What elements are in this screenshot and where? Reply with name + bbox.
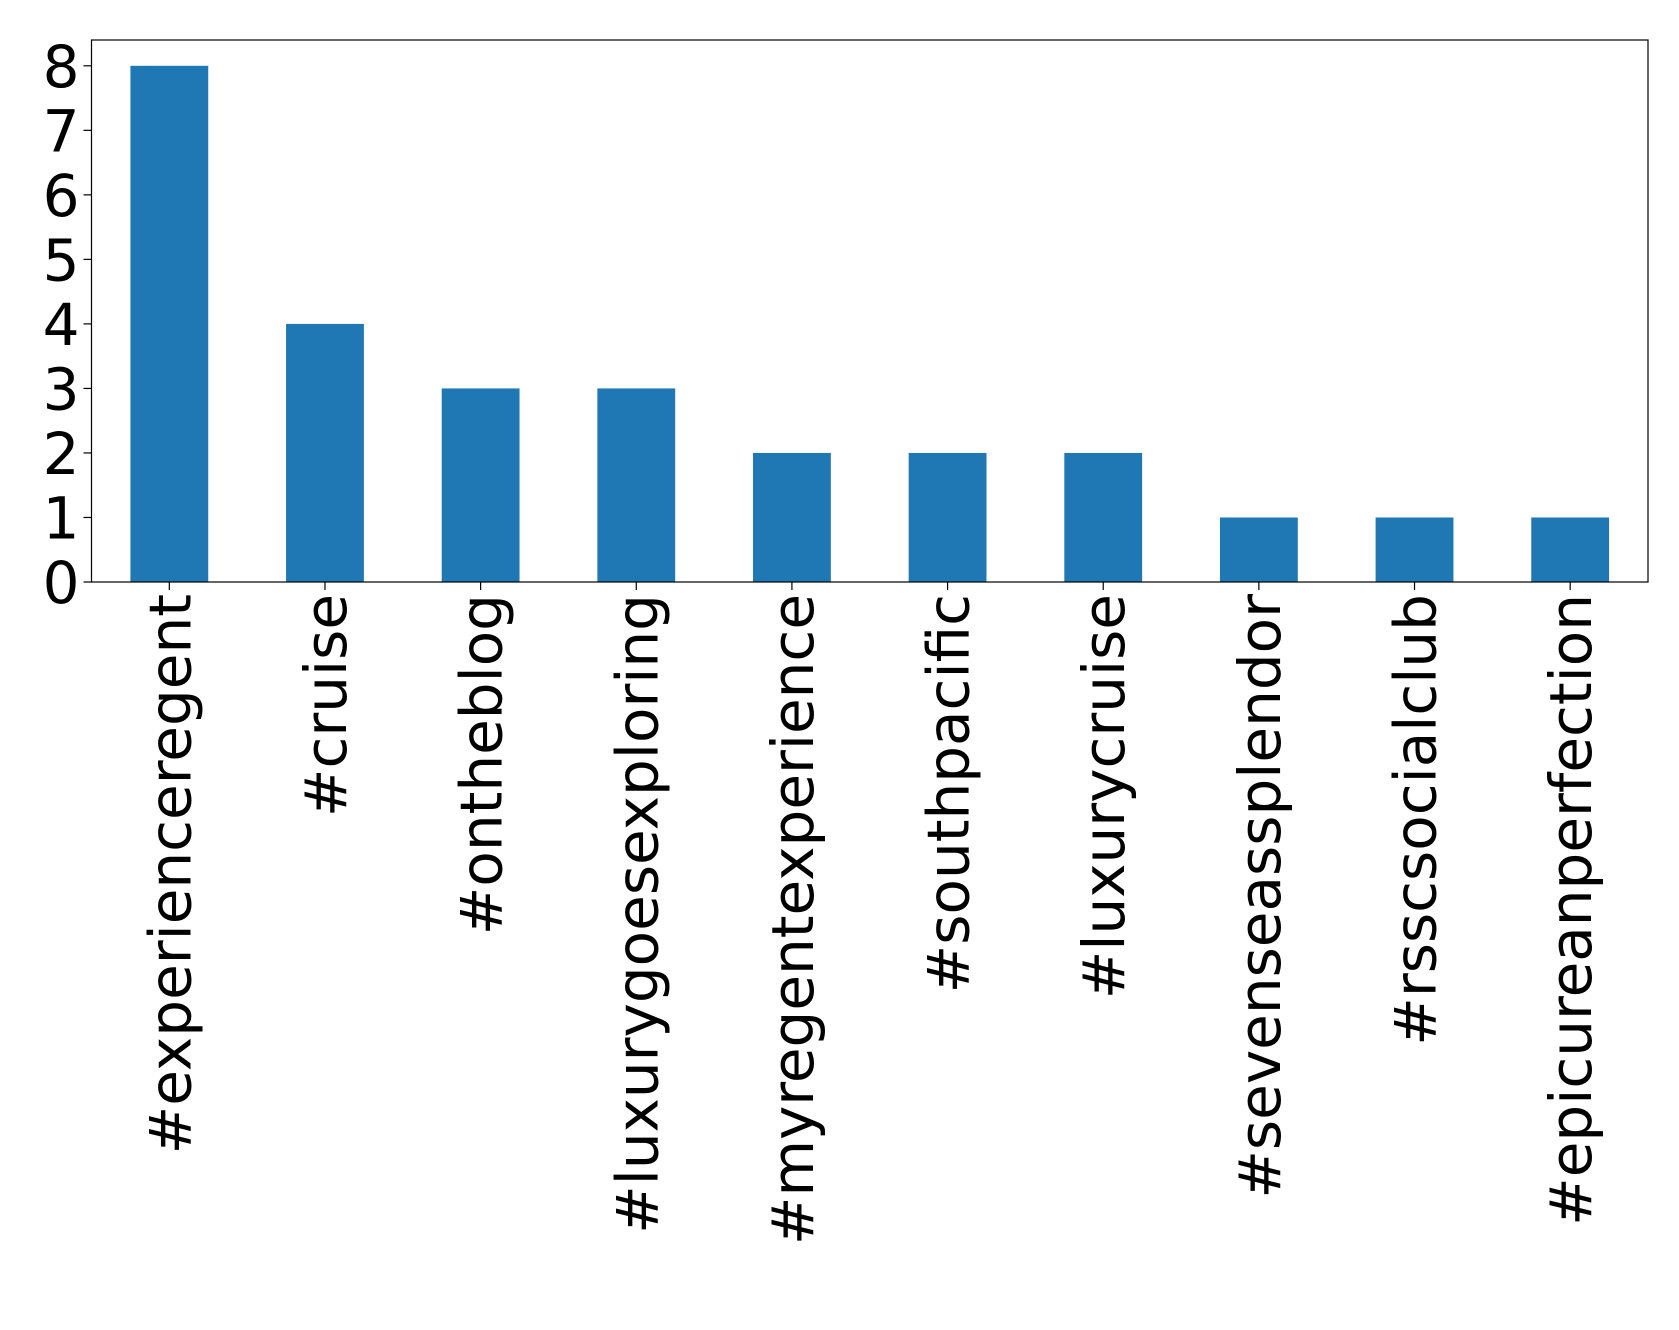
bar	[1531, 517, 1610, 582]
x-tick-label: #luxurygoesexploring	[603, 594, 671, 1234]
y-tick-label: 2	[43, 420, 80, 488]
plot-frame	[90, 39, 1649, 583]
x-tick-label: #epicureanperfection	[1537, 594, 1605, 1226]
bar	[1064, 452, 1143, 582]
y-tick-label: 7	[43, 97, 80, 165]
x-tick-label: #sevenseassplendor	[1226, 594, 1294, 1199]
y-tick-label: 1	[43, 484, 80, 552]
x-tick-label: #rsscsocialclub	[1382, 594, 1450, 1046]
x-tick-label: #cruise	[292, 594, 360, 817]
y-tick-label: 3	[43, 355, 80, 423]
x-tick-label: #ontheblog	[448, 594, 516, 935]
x-tick-label: #southpacific	[915, 594, 983, 993]
y-tick-label: 0	[43, 549, 80, 617]
y-tick-label: 4	[43, 291, 80, 359]
bar	[908, 452, 987, 582]
x-tick-label: #myregentexperience	[759, 594, 827, 1245]
bar	[753, 452, 831, 582]
bar	[441, 388, 520, 582]
y-tick-label: 8	[43, 33, 80, 101]
bar	[597, 388, 676, 582]
bar	[1219, 517, 1298, 582]
bar	[130, 65, 209, 583]
bar	[286, 323, 364, 582]
x-tick-label: #experienceregent	[136, 594, 204, 1154]
bar	[1375, 517, 1454, 582]
y-tick-label: 6	[43, 162, 80, 230]
y-tick-label: 5	[43, 226, 80, 294]
x-tick-label: #luxurycruise	[1070, 594, 1138, 999]
